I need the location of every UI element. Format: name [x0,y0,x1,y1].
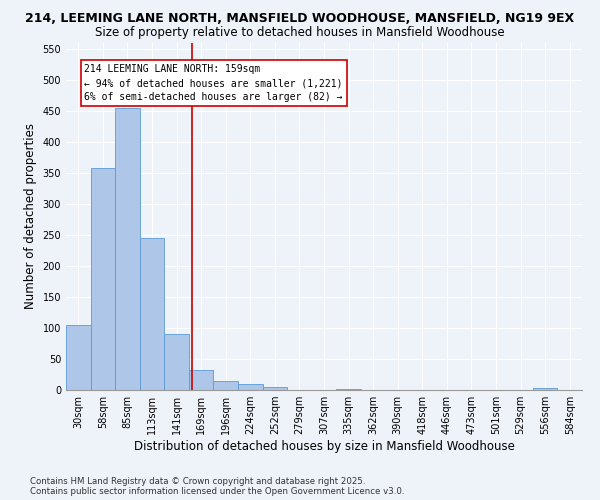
Bar [214,382,238,390]
Bar [91,168,115,390]
Text: Size of property relative to detached houses in Mansfield Woodhouse: Size of property relative to detached ho… [95,26,505,39]
Y-axis label: Number of detached properties: Number of detached properties [24,123,37,309]
Bar [189,370,214,390]
Bar [164,334,189,390]
Bar [238,384,263,390]
Bar [66,326,91,390]
Text: Contains HM Land Registry data © Crown copyright and database right 2025.
Contai: Contains HM Land Registry data © Crown c… [30,476,404,496]
Bar [336,389,361,390]
Bar [263,387,287,390]
Bar [533,388,557,390]
Bar [115,108,140,390]
Text: 214, LEEMING LANE NORTH, MANSFIELD WOODHOUSE, MANSFIELD, NG19 9EX: 214, LEEMING LANE NORTH, MANSFIELD WOODH… [25,12,575,26]
Bar [140,238,164,390]
Text: 214 LEEMING LANE NORTH: 159sqm
← 94% of detached houses are smaller (1,221)
6% o: 214 LEEMING LANE NORTH: 159sqm ← 94% of … [85,64,343,102]
X-axis label: Distribution of detached houses by size in Mansfield Woodhouse: Distribution of detached houses by size … [134,440,514,453]
